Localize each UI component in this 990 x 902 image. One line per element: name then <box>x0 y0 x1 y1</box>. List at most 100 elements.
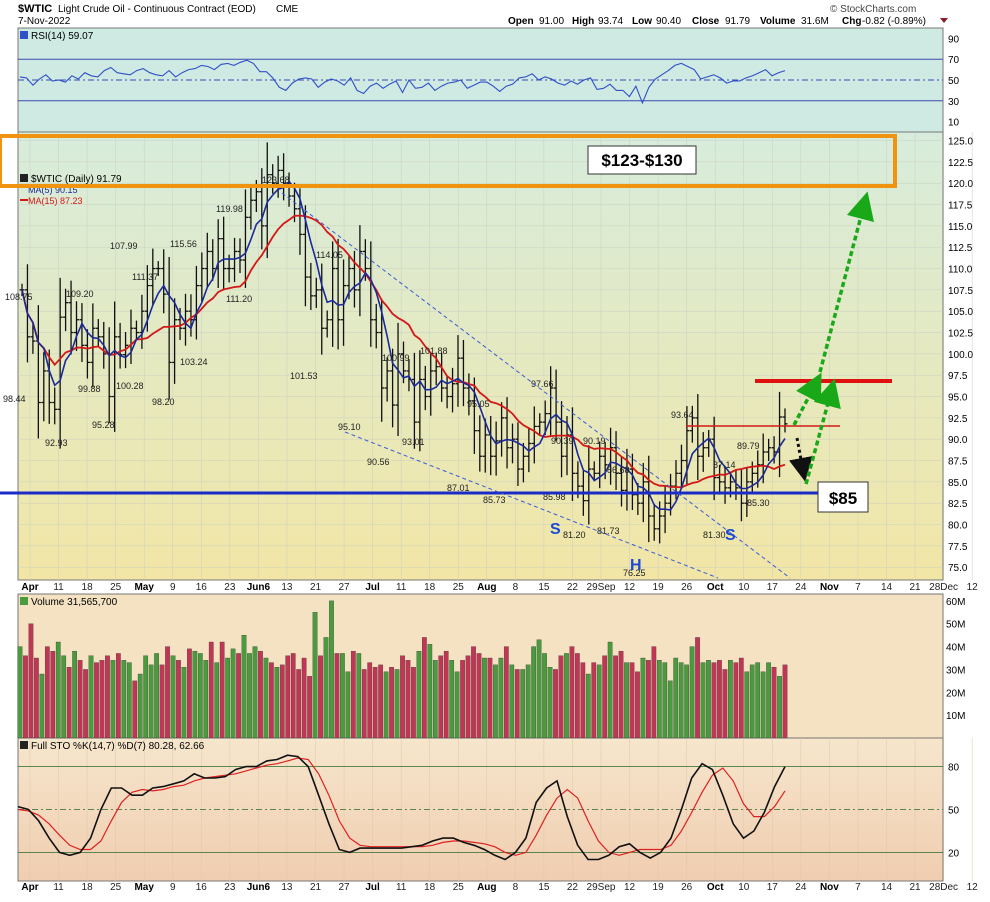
volume-bar <box>405 660 411 739</box>
date-tick-label: 26 <box>681 582 693 593</box>
date-tick-label: 11 <box>396 582 407 593</box>
volume-bar <box>695 637 700 739</box>
rsi-tick-label: 90 <box>948 34 960 45</box>
axis-layer: Apr Apr 11 11 18 18 25 25 May May 9 9 16 16 23 23 Jun6 Ju… <box>21 34 979 893</box>
rsi-layer <box>18 58 943 105</box>
date-tick-label: 10 <box>738 882 750 893</box>
volume-bar <box>438 655 444 739</box>
date-tick-label: 18 <box>82 582 94 593</box>
volume-bar <box>307 676 312 739</box>
volume-bar <box>602 655 608 739</box>
target-label: $123-$130 <box>601 151 682 170</box>
date-tick-label: 12 <box>624 882 636 893</box>
price-data-label: 98.20 <box>152 397 175 407</box>
price-tick-label: 95.0 <box>948 393 968 404</box>
price-data-label: 111.20 <box>226 294 252 304</box>
volume-bar <box>143 655 149 739</box>
date-tick-label: 9 <box>170 882 176 893</box>
volume-bar <box>219 641 225 739</box>
volume-bar <box>509 664 515 739</box>
date-tick-label: 8 <box>513 582 519 593</box>
price-data-label: 81.73 <box>597 526 620 536</box>
watermark: © StockCharts.com <box>830 4 916 15</box>
price-data-label: 115.56 <box>170 239 197 249</box>
volume-bar <box>290 653 296 739</box>
volume-bar <box>744 671 750 739</box>
date-tick-label: 13 <box>281 882 293 893</box>
volume-bar <box>274 666 280 739</box>
volume-bar <box>165 646 170 739</box>
price-data-label: 98.44 <box>3 394 26 404</box>
volume-bar <box>580 662 586 739</box>
volume-bar <box>126 662 132 739</box>
date-tick-label: 11 <box>396 882 407 893</box>
date-tick-label: 9 <box>170 582 176 593</box>
volume-bar <box>39 673 45 739</box>
date-tick-label: 17 <box>767 882 779 893</box>
date-tick-label: 15 <box>538 582 550 593</box>
volume-bar <box>361 669 367 739</box>
volume-bar <box>99 660 105 739</box>
price-tick-label: 90.0 <box>948 435 968 446</box>
high-label: High <box>572 16 594 27</box>
ma15-legend: MA(15) 87.23 <box>28 196 83 206</box>
date-tick-label: 14 <box>881 882 893 893</box>
volume-bar <box>427 644 433 739</box>
support-label-box <box>817 481 869 513</box>
volume-bar <box>460 660 465 739</box>
volume-bar <box>596 664 602 739</box>
volume-bar <box>88 655 94 739</box>
date-tick-label: 11 <box>53 882 64 893</box>
date-tick-label: 21 <box>310 882 322 893</box>
volume-bar <box>569 646 575 739</box>
price-tick-label: 77.5 <box>948 542 968 553</box>
rsi-tick-label: 10 <box>948 118 960 129</box>
price-data-label: 87.14 <box>713 460 736 470</box>
date-tick-label: 12 <box>967 882 979 893</box>
volume-bar <box>607 641 613 739</box>
date-tick-label: 21 <box>909 582 921 593</box>
volume-bar <box>471 646 476 739</box>
dropdown-caret-icon[interactable] <box>940 18 948 23</box>
price-data-label: 108.75 <box>5 292 33 302</box>
date-tick-label: 25 <box>110 882 122 893</box>
volume-bar <box>121 660 127 739</box>
volume-bar <box>44 646 50 739</box>
date-tick-label: Jul <box>365 882 380 893</box>
date-tick-label: 25 <box>453 582 465 593</box>
volume-bar <box>624 662 629 739</box>
date-tick-label: 14 <box>881 582 893 593</box>
volume-bar <box>422 637 427 739</box>
date-tick-label: 24 <box>795 882 807 893</box>
volume-bar <box>247 653 252 739</box>
target-label-box <box>587 145 697 175</box>
date-tick-label: 21 <box>909 882 921 893</box>
legends: RSI(14) 59.07 $WTIC (Daily) 91.79 MA(5) … <box>20 31 205 752</box>
volume-bar <box>77 660 83 739</box>
date-tick-label: 18 <box>82 882 94 893</box>
date-tick-label: 27 <box>338 582 350 593</box>
volume-bar <box>170 655 176 739</box>
ma5-line <box>21 180 786 511</box>
volume-bar <box>558 655 564 739</box>
volume-bar <box>525 664 531 739</box>
date-tick-label: 19 <box>653 582 665 593</box>
up-arrow-long <box>818 191 874 373</box>
date-tick-label: May <box>134 582 154 593</box>
price-tick-label: 105.0 <box>948 307 973 318</box>
price-panel <box>17 131 944 581</box>
low-value: 90.40 <box>656 16 681 27</box>
volume-bar <box>61 655 67 739</box>
volume-bar <box>340 653 345 739</box>
price-data-label: 81.20 <box>563 530 586 540</box>
volume-bar <box>728 660 733 739</box>
volume-bar <box>678 662 684 739</box>
date-tick-label: Jun6 <box>247 582 271 593</box>
date-tick-label: Nov <box>820 582 839 593</box>
volume-bar <box>575 653 580 739</box>
volume-bar <box>766 662 771 739</box>
volume-tick-label: 10M <box>946 711 965 722</box>
date-tick-label: 21 <box>310 582 322 593</box>
volume-bar <box>192 650 198 739</box>
volume-bar <box>208 641 214 739</box>
